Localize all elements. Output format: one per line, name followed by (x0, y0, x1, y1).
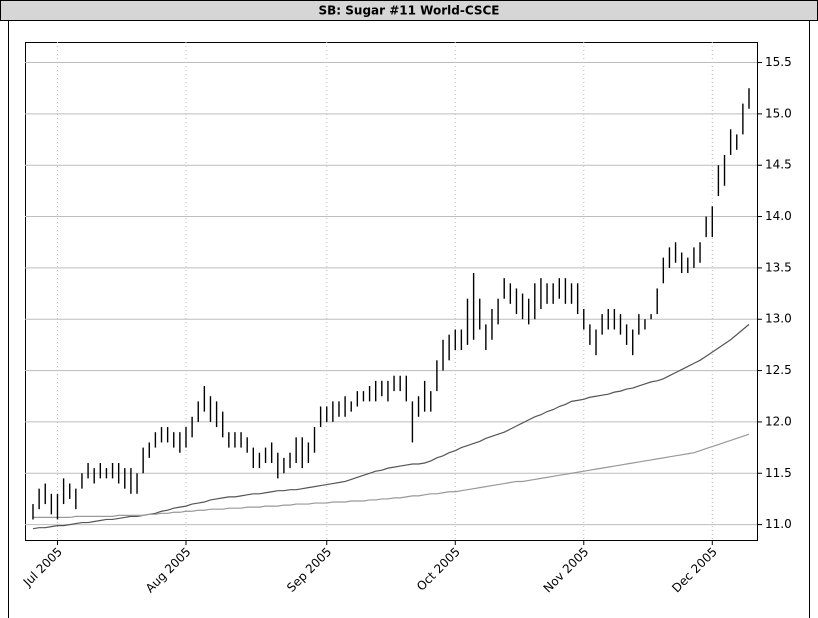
plot-frame (25, 42, 758, 541)
y-tick-label: 13.5 (765, 260, 792, 274)
y-tick-label: 11.0 (765, 517, 792, 531)
x-tick-label: Oct 2005 (414, 545, 463, 594)
y-tick-label: 13.0 (765, 312, 792, 326)
chart-title: SB: Sugar #11 World-CSCE (319, 4, 500, 18)
y-tick-label: 11.5 (765, 466, 792, 480)
x-tick-label: Nov 2005 (541, 545, 592, 596)
y-tick-label: 12.5 (765, 363, 792, 377)
x-tick-label: Dec 2005 (669, 545, 720, 596)
x-tick-label: Sep 2005 (284, 545, 334, 595)
y-tick-label: 12.0 (765, 414, 792, 428)
x-tick-label: Jul 2005 (20, 545, 65, 590)
moving-average-line (33, 433, 750, 519)
x-tick-label: Aug 2005 (143, 545, 194, 596)
y-tick-label: 14.5 (765, 158, 792, 172)
y-tick-label: 15.0 (765, 106, 792, 120)
y-tick-label: 14.0 (765, 209, 792, 223)
y-tick-label: 15.5 (765, 55, 792, 69)
